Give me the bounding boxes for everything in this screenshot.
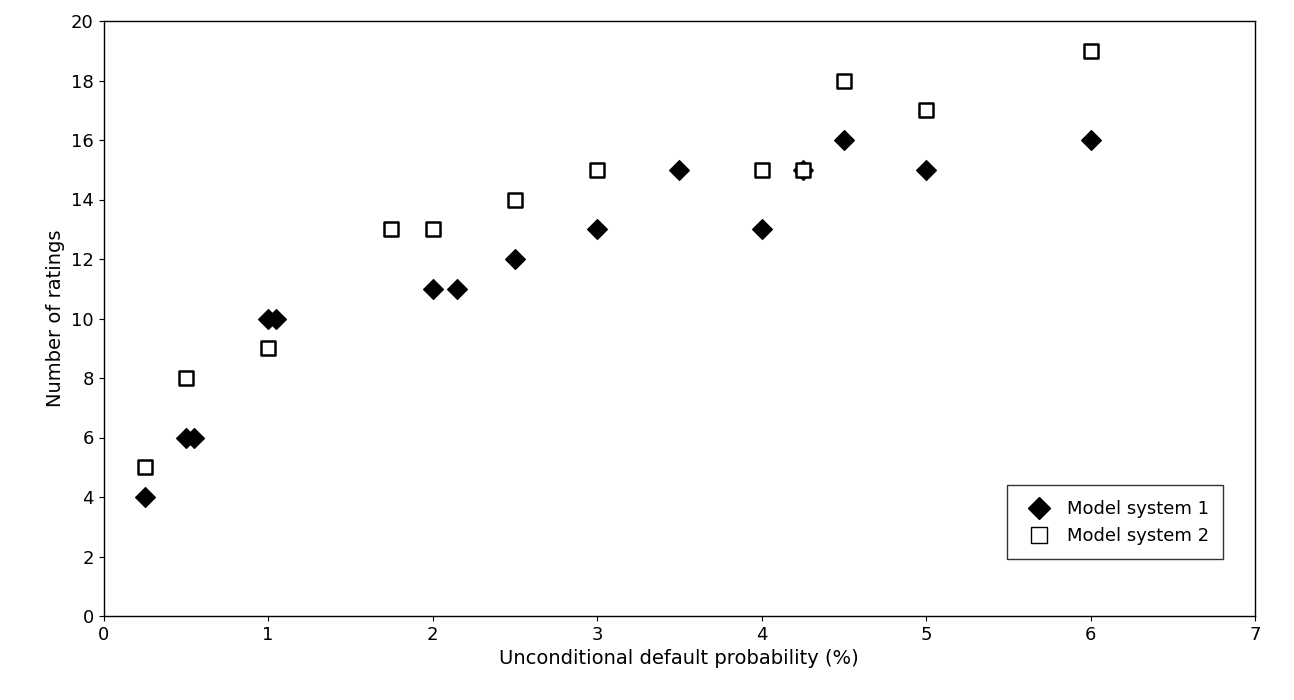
Model system 1 bbox=[833, 134, 854, 146]
Model system 1 bbox=[258, 313, 278, 324]
Model system 1 bbox=[1080, 134, 1101, 146]
Model system 2 bbox=[258, 343, 278, 354]
Model system 1 bbox=[184, 432, 204, 443]
Legend: Model system 1, Model system 2: Model system 1, Model system 2 bbox=[1007, 486, 1223, 559]
Model system 2 bbox=[422, 224, 443, 235]
Model system 2 bbox=[586, 164, 607, 176]
Model system 1 bbox=[586, 224, 607, 235]
Model system 1 bbox=[446, 283, 467, 294]
Model system 1 bbox=[752, 224, 773, 235]
Model system 2 bbox=[380, 224, 401, 235]
Model system 2 bbox=[1080, 45, 1101, 57]
Model system 2 bbox=[505, 194, 525, 205]
Model system 1 bbox=[422, 283, 443, 294]
Model system 1 bbox=[505, 253, 525, 265]
Model system 1 bbox=[267, 313, 287, 324]
Model system 1 bbox=[792, 164, 813, 176]
Model system 1 bbox=[916, 164, 937, 176]
X-axis label: Unconditional default probability (%): Unconditional default probability (%) bbox=[499, 650, 859, 668]
Model system 2 bbox=[752, 164, 773, 176]
Model system 2 bbox=[135, 462, 155, 473]
Model system 1 bbox=[176, 432, 197, 443]
Model system 1 bbox=[135, 491, 155, 503]
Model system 2 bbox=[176, 372, 197, 384]
Model system 2 bbox=[833, 75, 854, 86]
Model system 1 bbox=[669, 164, 690, 176]
Model system 2 bbox=[792, 164, 813, 176]
Y-axis label: Number of ratings: Number of ratings bbox=[47, 230, 66, 407]
Model system 2 bbox=[916, 104, 937, 116]
